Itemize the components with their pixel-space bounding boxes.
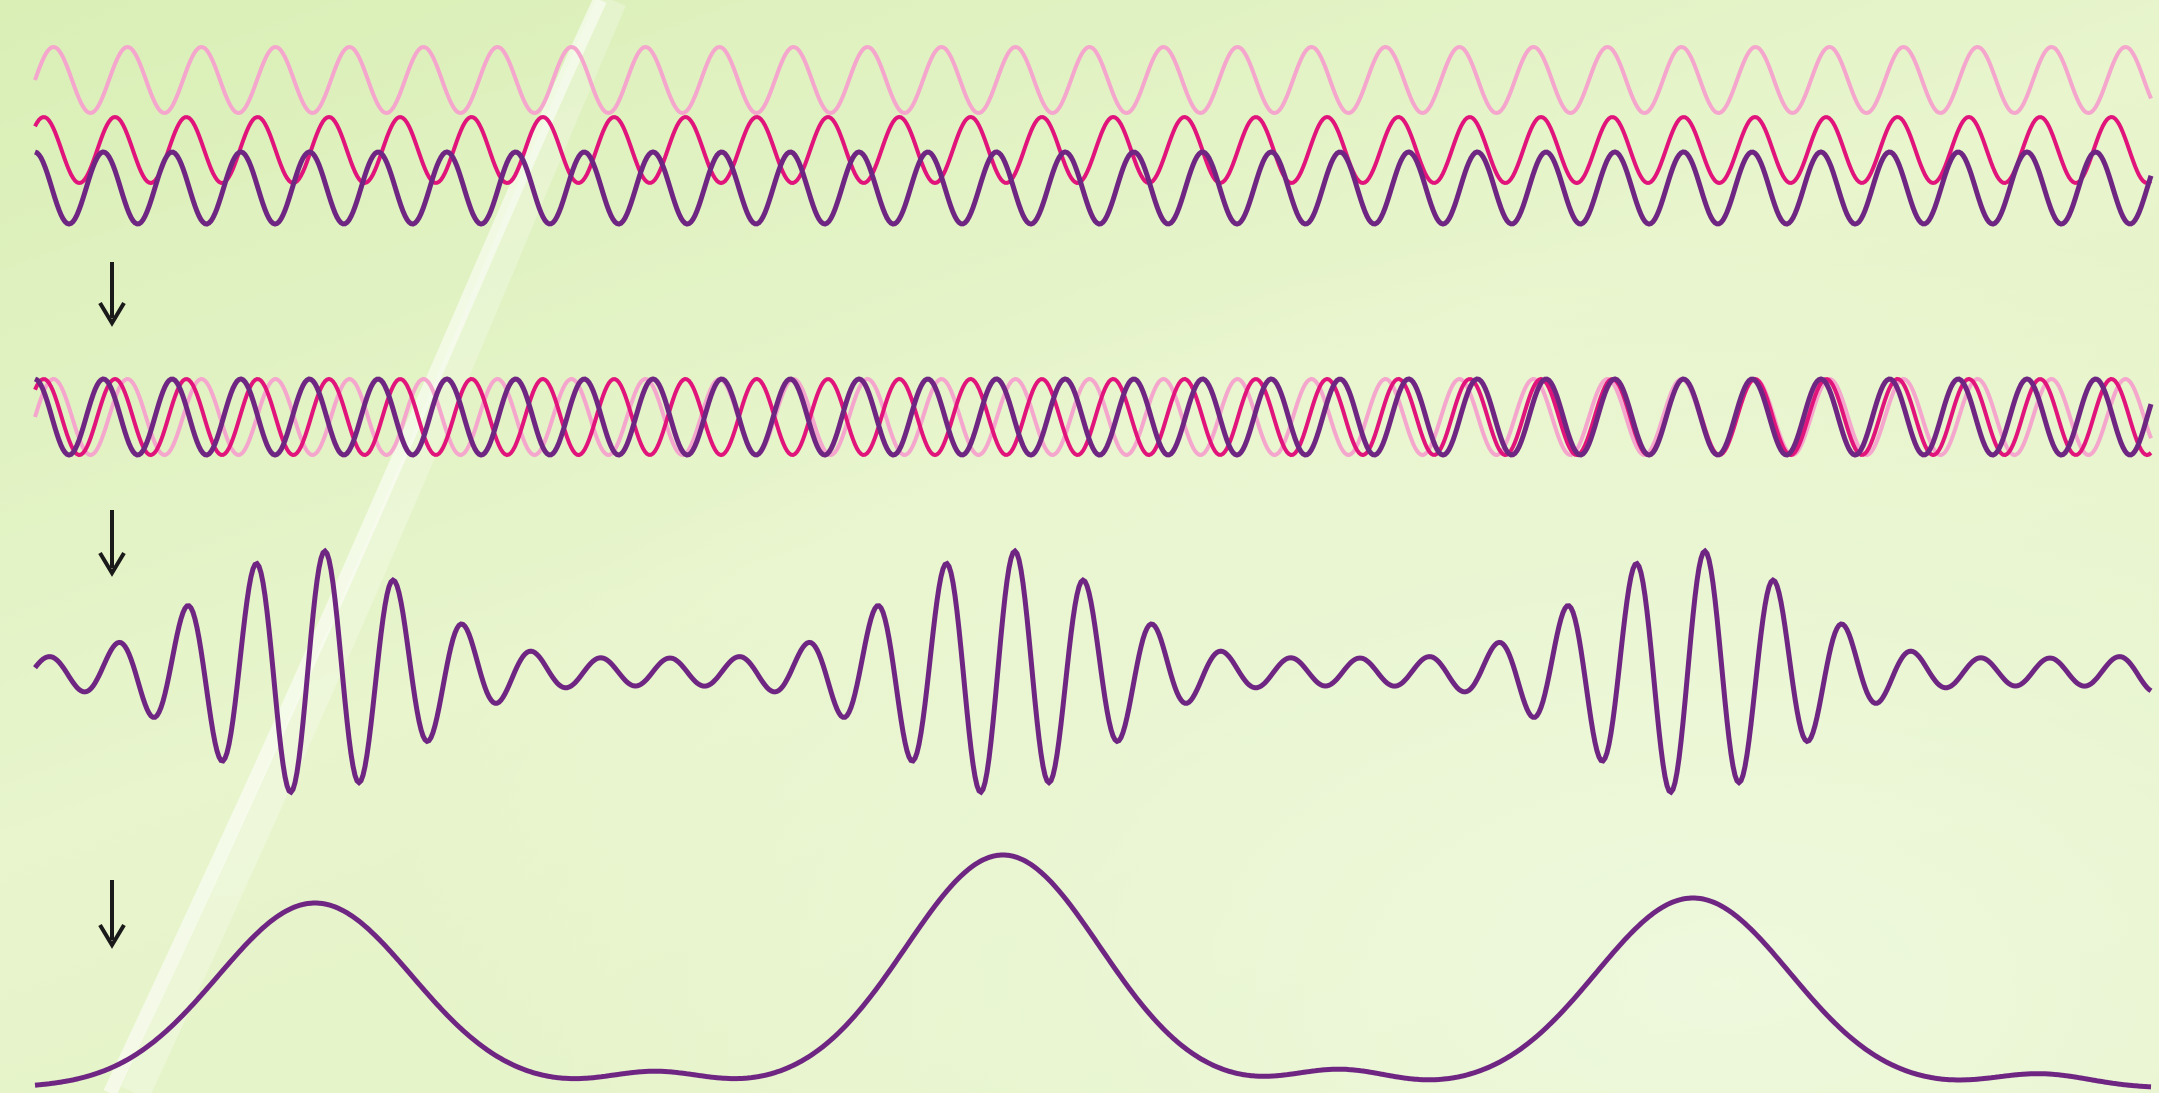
background-glare-soft	[121, 0, 626, 1093]
intensity-envelope-wave	[34, 852, 2152, 1090]
wave-light-pink	[33, 44, 2153, 116]
overlap-wave-purple	[33, 376, 2154, 458]
down-arrow-icon	[98, 510, 126, 577]
wave-purple	[34, 149, 2154, 227]
stage-1-component-waves	[33, 44, 2154, 227]
down-arrow-icon	[98, 262, 126, 327]
overlap-wave-magenta	[33, 376, 2153, 458]
stage-2-overlapped-waves	[33, 376, 2154, 458]
down-arrow-icon	[98, 880, 126, 949]
summed-beat-wave	[33, 547, 2153, 796]
wave-magenta	[33, 114, 2153, 186]
background-glare	[103, 0, 607, 1093]
